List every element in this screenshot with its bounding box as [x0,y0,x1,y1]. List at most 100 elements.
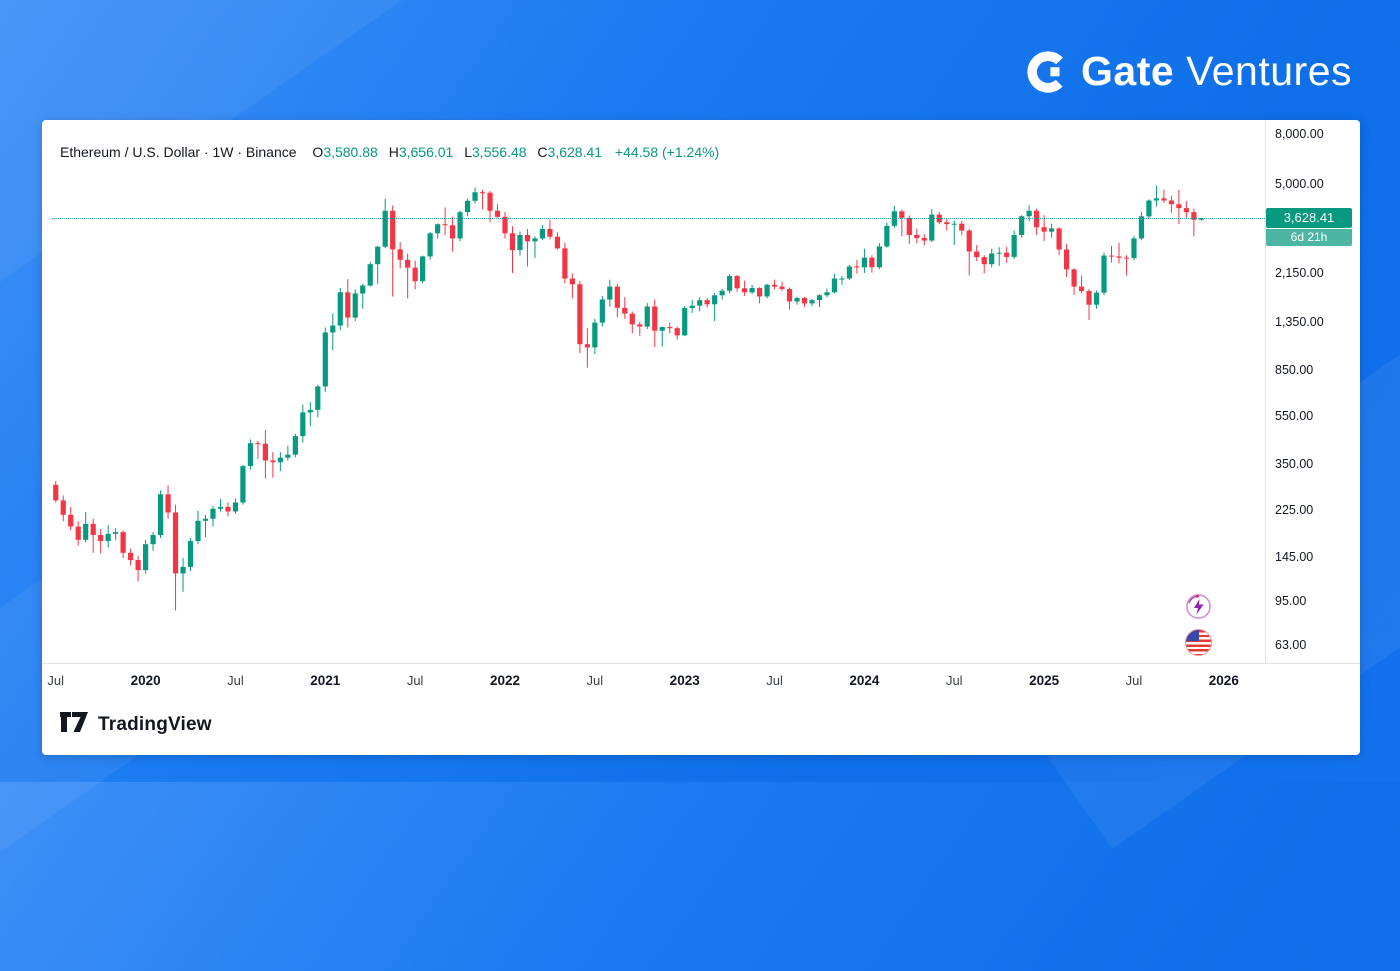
time-label-year: 2022 [489,673,521,688]
candle-body [1086,291,1092,305]
candle-body [584,344,590,348]
candle-body [622,307,628,314]
candle-body [869,257,875,268]
candle-body [629,313,635,325]
candle-body [53,484,59,501]
candle-body [794,298,800,302]
time-label-year: 2025 [1029,673,1060,688]
candle-body [479,192,486,194]
us-economic-event-icon[interactable] [1185,629,1212,656]
candle-body [1041,227,1047,232]
candle-body [1168,200,1175,205]
price-tick: 225.00 [1275,503,1314,518]
gate-logo-icon [1025,49,1081,95]
candle-body [727,276,733,291]
candle-body [667,327,673,329]
price-tick: 145.00 [1275,549,1314,564]
candle-body [375,246,381,265]
candle-body [75,526,81,540]
candle-body [292,436,298,455]
us-flag-icon [1185,629,1212,656]
candle-body [1161,198,1167,201]
price-tick: 5,000.00 [1275,176,1324,191]
ohlc-open: O3,580.88 [312,144,378,160]
candle-body [659,327,665,331]
ohlc-low: L3,556.48 [464,144,527,160]
candle-body [1138,216,1145,239]
candle-body [944,222,950,225]
candle-body [1101,255,1107,293]
event-markers [1185,593,1212,656]
candle-body [884,225,890,247]
time-label-month: Jul [47,673,65,688]
candle-body [135,560,141,571]
candle-body [142,544,149,571]
candle-body [996,252,1002,254]
candle-body [405,259,411,268]
candlestick-chart[interactable] [42,120,1360,663]
candle-body [1153,198,1160,201]
candle-body [1071,269,1077,287]
candle-body [599,299,605,323]
candle-body [1176,204,1182,209]
candle-body [68,514,74,527]
candle-body [420,256,426,282]
candle-body [1116,256,1122,258]
candle-body [367,264,373,286]
candle-body [637,324,643,327]
tradingview-logo[interactable]: TradingView [60,712,212,737]
candle-body [712,295,718,305]
candle-body [1011,234,1017,257]
candle-body [734,276,740,289]
candle-body [1191,212,1197,220]
candle-body [494,210,501,217]
candle-body [974,251,980,258]
ohlc-high: H3,656.01 [388,144,454,160]
candle-body [255,443,261,445]
candle-body [771,284,778,287]
price-tick: 1,350.00 [1275,314,1324,329]
candle-body [322,332,328,387]
candle-body [861,257,868,268]
time-label-year: 2023 [669,673,700,688]
candle-body [854,266,860,268]
chart-legend: Ethereum / U.S. Dollar · 1W · Binance O3… [60,144,719,160]
brand-name-ventures: Ventures [1186,48,1352,94]
candle-body [786,289,793,302]
crypto-event-icon[interactable] [1185,593,1212,620]
candle-body [936,214,942,223]
candle-body [876,246,882,268]
candle-body [240,466,246,503]
candle-body [412,267,418,282]
price-tick: 8,000.00 [1275,127,1324,142]
time-label-year: 2024 [849,673,880,688]
time-label-month: Jul [945,673,963,688]
candle-body [464,200,471,213]
candle-body [60,500,66,515]
time-label-year: 2026 [1208,673,1239,688]
candle-body [1146,200,1152,217]
candle-body [1026,210,1032,217]
brand-name-gate: Gate [1081,48,1175,94]
candle-body [345,292,351,318]
candle-body [277,457,283,463]
time-axis[interactable]: Jul 2020 Jul 2021 Jul 2022 Jul 2023 Jul 2024 Jul 20… [42,663,1360,702]
candle-body [360,285,366,294]
time-label-month: Jul [227,673,244,688]
candle-body [756,288,763,297]
candle-body [554,236,561,249]
candle-body [397,249,403,260]
price-change: +44.58 (+1.24%) [614,144,720,160]
candle-body [831,278,838,293]
symbol-title[interactable]: Ethereum / U.S. Dollar · 1W · Binance [60,144,297,160]
candle-body [539,228,546,239]
price-tick: 95.00 [1275,594,1307,609]
price-tick: 2,150.00 [1275,265,1324,280]
price-axis[interactable]: 8,000.00 5,000.00 2,150.00 1,350.00 850.00 55… [1265,120,1361,663]
tradingview-icon [60,712,90,737]
candle-body [1004,252,1010,257]
candle-body [382,210,388,247]
time-label-month: Jul [1125,673,1143,688]
candle-body [487,192,493,211]
candle-body [247,443,254,467]
